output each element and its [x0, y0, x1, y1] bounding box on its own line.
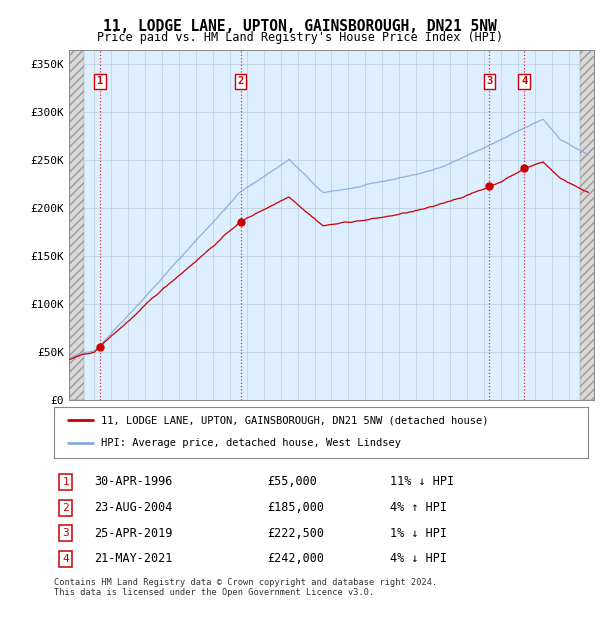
- Text: 4: 4: [62, 554, 69, 564]
- Text: 23-AUG-2004: 23-AUG-2004: [94, 501, 172, 514]
- Text: 25-APR-2019: 25-APR-2019: [94, 527, 172, 540]
- Text: 4% ↑ HPI: 4% ↑ HPI: [391, 501, 448, 514]
- Bar: [61, 50, 84, 400]
- Text: 2: 2: [62, 503, 69, 513]
- Text: 1: 1: [62, 477, 69, 487]
- Text: £55,000: £55,000: [268, 476, 317, 489]
- Text: 1% ↓ HPI: 1% ↓ HPI: [391, 527, 448, 540]
- Text: 3: 3: [486, 76, 493, 86]
- Text: 30-APR-1996: 30-APR-1996: [94, 476, 172, 489]
- Text: HPI: Average price, detached house, West Lindsey: HPI: Average price, detached house, West…: [101, 438, 401, 448]
- Text: £185,000: £185,000: [268, 501, 325, 514]
- Text: Contains HM Land Registry data © Crown copyright and database right 2024.
This d: Contains HM Land Registry data © Crown c…: [54, 578, 437, 597]
- Text: 1: 1: [97, 76, 103, 86]
- Text: 4: 4: [521, 76, 527, 86]
- Text: 11, LODGE LANE, UPTON, GAINSBOROUGH, DN21 5NW: 11, LODGE LANE, UPTON, GAINSBOROUGH, DN2…: [103, 19, 497, 33]
- Text: £242,000: £242,000: [268, 552, 325, 565]
- Text: 11, LODGE LANE, UPTON, GAINSBOROUGH, DN21 5NW (detached house): 11, LODGE LANE, UPTON, GAINSBOROUGH, DN2…: [101, 415, 488, 425]
- Text: Price paid vs. HM Land Registry's House Price Index (HPI): Price paid vs. HM Land Registry's House …: [97, 31, 503, 44]
- Text: 4% ↓ HPI: 4% ↓ HPI: [391, 552, 448, 565]
- Text: 3: 3: [62, 528, 69, 538]
- Text: £222,500: £222,500: [268, 527, 325, 540]
- Text: 2: 2: [238, 76, 244, 86]
- Bar: [580, 50, 600, 400]
- Text: 21-MAY-2021: 21-MAY-2021: [94, 552, 172, 565]
- Text: 11% ↓ HPI: 11% ↓ HPI: [391, 476, 455, 489]
